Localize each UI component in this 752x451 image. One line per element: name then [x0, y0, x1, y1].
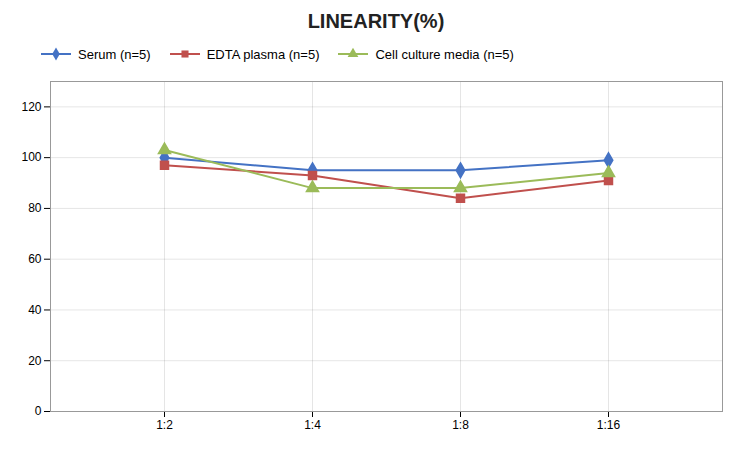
svg-text:1:16: 1:16 — [597, 418, 621, 432]
svg-text:60: 60 — [28, 252, 42, 266]
html-text:LINEARITY(%): LINEARITY(%) — [307, 10, 445, 32]
svg-text:100: 100 — [21, 150, 41, 164]
svg-text:40: 40 — [28, 303, 42, 317]
svg-text:1:8: 1:8 — [452, 418, 469, 432]
svg-text:1:2: 1:2 — [156, 418, 173, 432]
html-text:Serum (n=5): Serum (n=5) — [78, 46, 151, 62]
svg-text:80: 80 — [28, 201, 42, 215]
svg-text:20: 20 — [28, 354, 42, 368]
html-text:EDTA plasma (n=5): EDTA plasma (n=5) — [206, 46, 320, 62]
svg-text:0: 0 — [35, 404, 42, 418]
svg-text:1:4: 1:4 — [304, 418, 321, 432]
svg-text:120: 120 — [21, 100, 41, 114]
html-text:Cell culture media (n=5): Cell culture media (n=5) — [375, 46, 514, 62]
